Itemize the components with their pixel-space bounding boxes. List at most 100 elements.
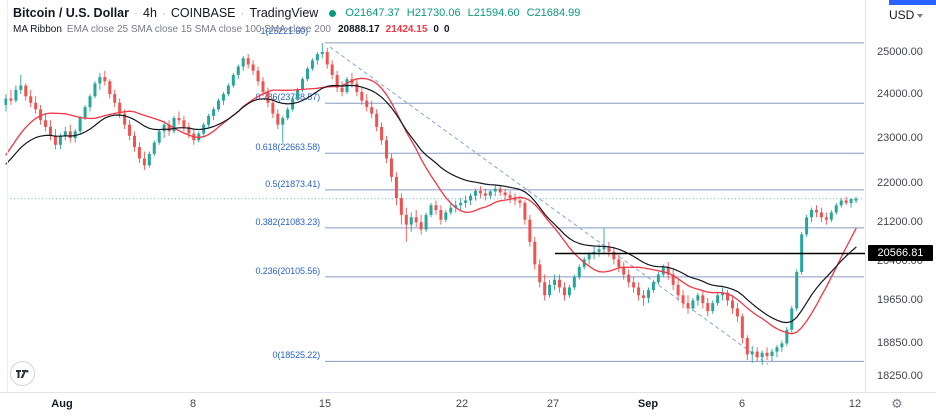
candle-body [335, 74, 339, 88]
candle-body [98, 77, 102, 84]
platform-label: TradingView [249, 6, 319, 20]
candle-body [459, 202, 463, 206]
candle-body [518, 200, 522, 203]
time-axis[interactable]: Aug 8 15 22 27 Sep 6 12 [0, 393, 936, 418]
candle-body [819, 212, 823, 218]
candle-body [207, 115, 211, 125]
price-axis-label: 19650.00 [877, 294, 923, 306]
candle-body [637, 287, 641, 296]
candle-body [498, 188, 502, 193]
candle-body [34, 102, 38, 110]
candle-body [157, 131, 161, 143]
candle-body [389, 158, 393, 177]
candle-body [296, 89, 300, 99]
candle-body [661, 266, 665, 275]
candle-body [251, 64, 255, 71]
price-level-badge: 20566.81 [868, 245, 933, 262]
candle-body [301, 79, 305, 90]
candle-body [271, 102, 275, 114]
currency-toggle[interactable]: USD [889, 8, 924, 22]
candle-body [399, 198, 403, 215]
candle-body [775, 347, 779, 352]
candle-body [123, 113, 127, 125]
candle-body [686, 303, 690, 309]
candle-body [320, 52, 324, 55]
candle-body [78, 118, 82, 132]
candle-body [824, 217, 828, 220]
candle-body [597, 249, 601, 252]
candle-body [701, 295, 705, 304]
candle-body [691, 300, 695, 309]
candle-body [572, 277, 576, 288]
chart-legend: Bitcoin / U.S. Dollar · 4h · COINBASE · … [13, 6, 587, 20]
candle-body [790, 308, 794, 330]
candle-body [24, 85, 28, 97]
top-right-accent-bar [889, 0, 936, 5]
candle-body [607, 246, 611, 252]
candle-body [740, 316, 744, 338]
tradingview-logo-button[interactable] [10, 361, 35, 386]
candle-body [39, 109, 43, 121]
candle-body [469, 195, 473, 201]
candle-body [118, 102, 122, 114]
candle-body [508, 195, 512, 199]
candle-body [370, 107, 374, 114]
tradingview-logo-icon [16, 369, 29, 378]
price-axis-label: 23000.00 [877, 131, 923, 144]
price-axis[interactable]: 25000.00 24000.00 23000.00 22000.00 21200.00… [866, 0, 936, 392]
candle-body [473, 190, 477, 196]
low-value: L21594.60 [467, 7, 520, 19]
candle-body [414, 217, 418, 223]
candle-body [380, 126, 384, 141]
separator: · [134, 6, 138, 20]
candle-body [548, 284, 552, 296]
candle-body [29, 96, 33, 103]
trendline-dashed [329, 46, 769, 365]
candle-body [128, 124, 132, 136]
indicator-value-sma200: 0 [443, 24, 450, 35]
candle-body [9, 98, 13, 101]
candle-body [814, 210, 818, 213]
candle-body [711, 303, 715, 312]
candle-body [642, 295, 646, 298]
separator: · [161, 6, 166, 20]
candle-body [4, 98, 8, 105]
price-axis-label: 18850.00 [877, 336, 923, 349]
candle-body [73, 131, 77, 139]
market-status-dot-icon [329, 9, 337, 17]
candle-body [340, 87, 344, 92]
candle-body [330, 64, 334, 75]
candle-body [651, 282, 655, 291]
candle-body [849, 199, 853, 203]
gear-icon: ⚙ [891, 396, 903, 411]
time-axis-label: 15 [318, 398, 332, 410]
candle-body [483, 193, 487, 196]
candle-body [696, 295, 700, 301]
close-value: C21684.99 [526, 7, 581, 19]
candle-body [706, 303, 710, 312]
candle-body [646, 290, 650, 298]
indicator-params: EMA close 25 SMA close 15 SMA close 100 … [66, 24, 331, 35]
time-axis-label: 6 [738, 398, 746, 410]
candle-body [464, 200, 468, 203]
candle-body [137, 147, 141, 159]
candle-body [478, 190, 482, 194]
interval-label[interactable]: 4h [143, 6, 157, 20]
candle-body [310, 60, 314, 69]
time-axis-label: 22 [455, 398, 469, 410]
candle-body [276, 113, 280, 125]
candle-body [716, 295, 720, 304]
fib-level-label: 0(18525.22) [272, 350, 321, 361]
candle-body [58, 135, 62, 145]
candle-body [286, 109, 290, 119]
symbol-title[interactable]: Bitcoin / U.S. Dollar [13, 6, 129, 20]
candle-body [63, 131, 67, 136]
candle-body [528, 219, 532, 242]
indicator-name[interactable]: MA Ribbon [13, 24, 62, 35]
axis-settings-button[interactable]: ⚙ [884, 396, 910, 412]
candle-body [53, 135, 57, 145]
ema25-line [5, 84, 857, 324]
candle-body [632, 282, 636, 288]
high-value: H21730.06 [406, 7, 461, 19]
